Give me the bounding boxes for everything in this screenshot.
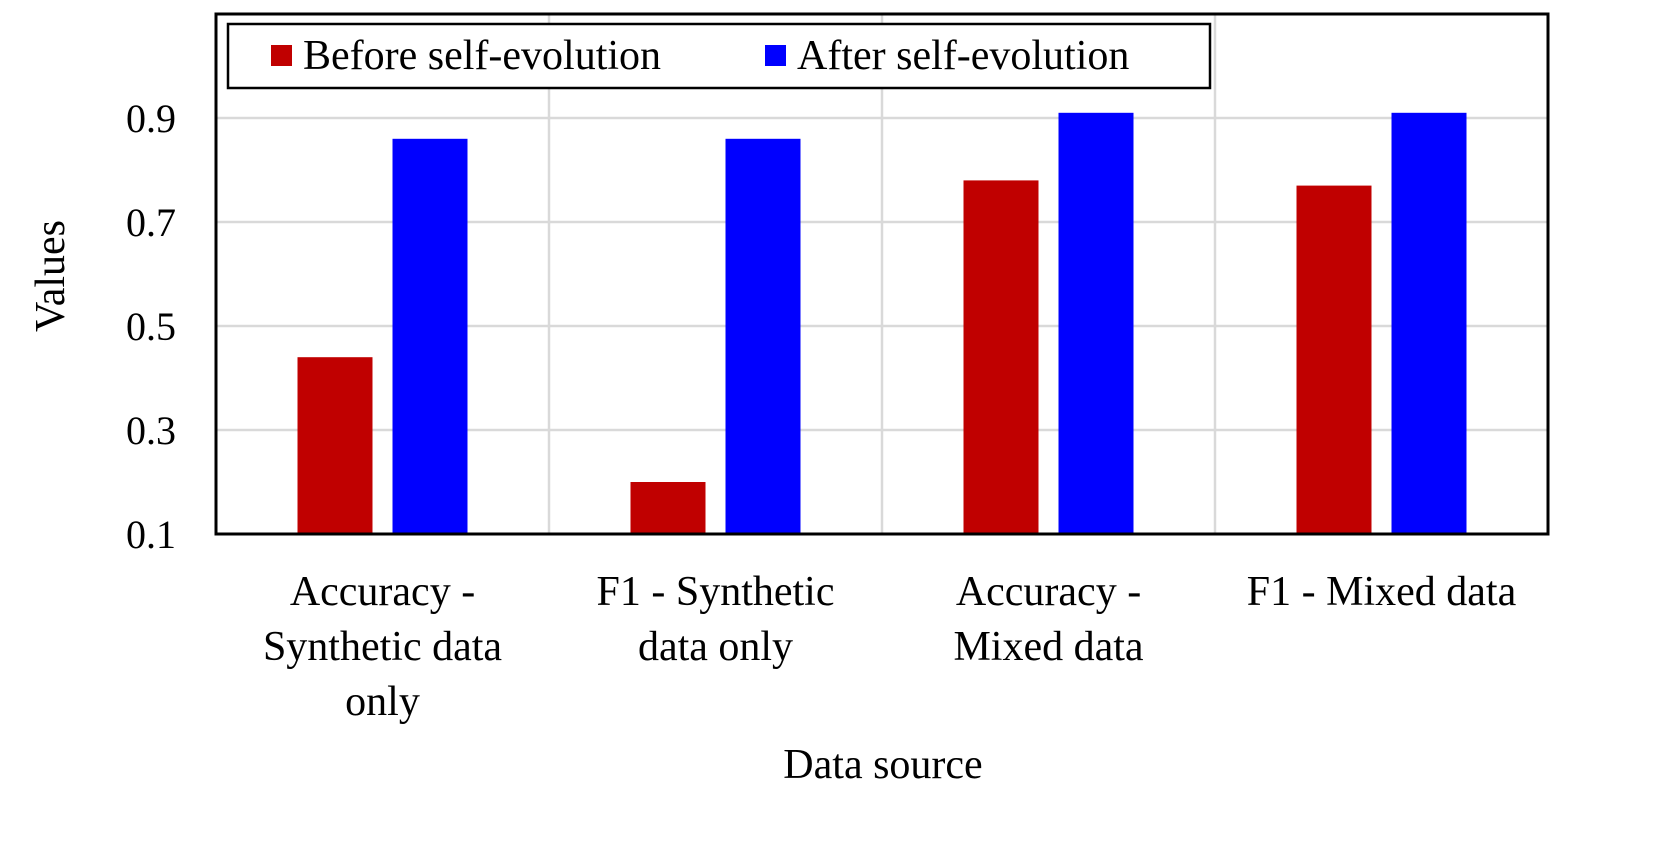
y-axis-ticks: 0.1 0.3 0.5 0.7 0.9 xyxy=(126,96,176,557)
y-tick-label: 0.9 xyxy=(126,96,176,141)
bar-after xyxy=(1058,112,1134,535)
bar-before xyxy=(630,482,706,534)
x-category-label: Accuracy -Synthetic data only xyxy=(263,569,502,725)
legend: Before self-evolution After self-evoluti… xyxy=(226,22,1212,90)
plot-frame xyxy=(214,12,1550,536)
bar-after xyxy=(725,138,801,535)
x-category-label: Accuracy -Mixed data xyxy=(953,569,1143,670)
legend-label-before: Before self-evolution xyxy=(303,33,661,79)
x-axis-title: Data source xyxy=(783,742,982,788)
bar-after xyxy=(392,138,468,535)
y-tick-label: 0.3 xyxy=(126,408,176,453)
bars xyxy=(297,112,1467,535)
y-tick-label: 0.5 xyxy=(126,304,176,349)
legend-swatch-before xyxy=(271,45,292,66)
bar-before xyxy=(1296,185,1372,534)
y-tick-label: 0.1 xyxy=(126,512,176,557)
x-category-label: F1 - Synthetic data only xyxy=(597,569,835,670)
bar-before xyxy=(297,357,373,534)
y-axis-title: Values xyxy=(28,220,74,332)
legend-swatch-after xyxy=(765,45,786,66)
y-tick-label: 0.7 xyxy=(126,200,176,245)
bar-after xyxy=(1391,112,1467,535)
bar-before xyxy=(963,180,1039,534)
legend-frame xyxy=(226,22,1212,90)
x-axis-categories: Accuracy -Synthetic data only F1 - Synthet… xyxy=(263,569,1517,725)
x-category-label: F1 - Mixed data xyxy=(1247,569,1517,615)
legend-label-after: After self-evolution xyxy=(797,33,1129,79)
